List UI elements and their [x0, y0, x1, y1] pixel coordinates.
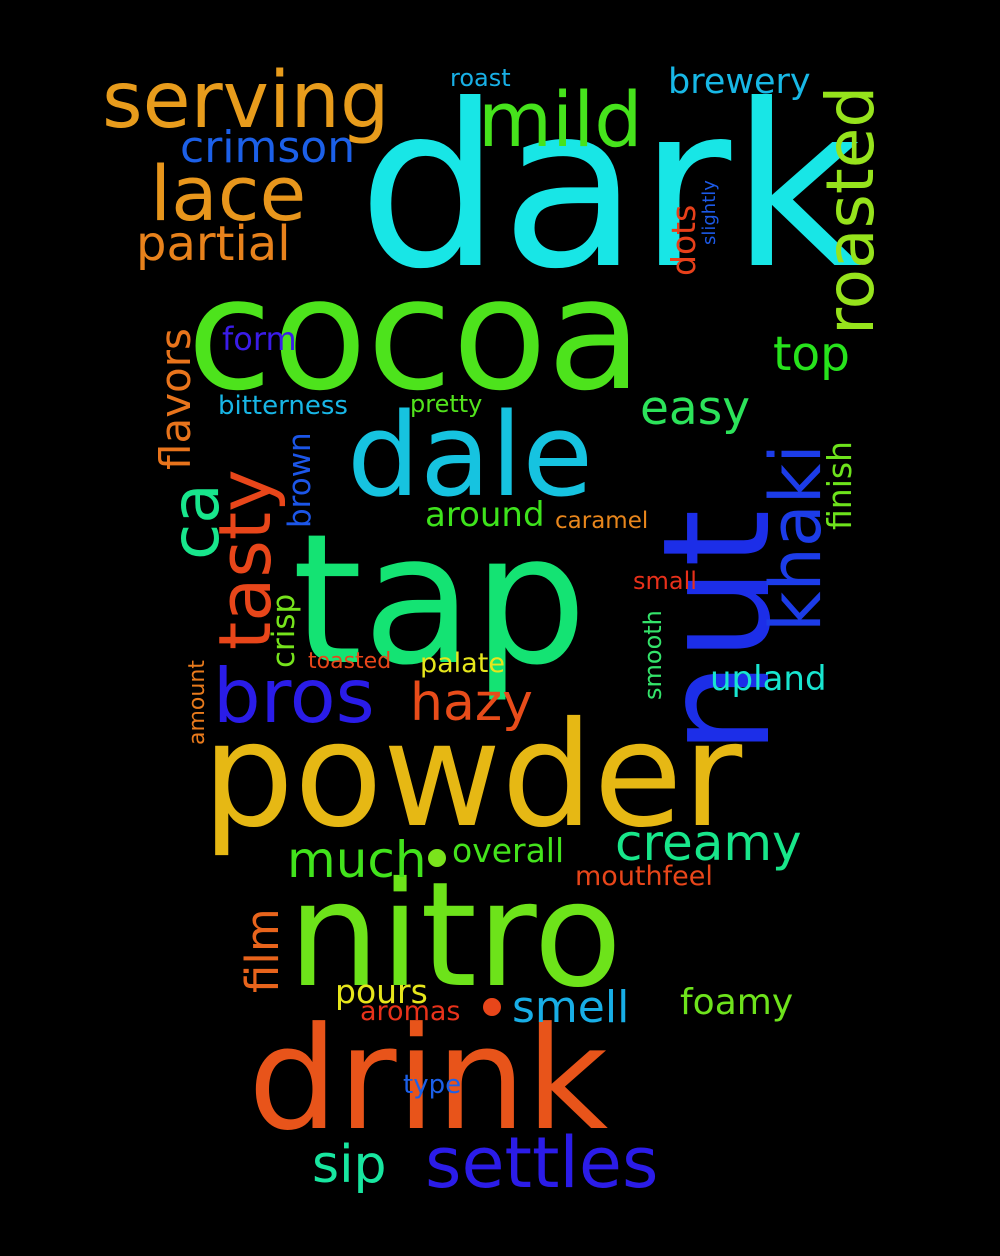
word-around: around: [425, 495, 545, 535]
word-cocoa: cocoa: [187, 244, 642, 425]
word-brewery: brewery: [668, 62, 811, 102]
word-mouthfeel: mouthfeel: [575, 861, 713, 892]
word-creamy: creamy: [615, 814, 802, 872]
word-upland: upland: [710, 659, 827, 699]
word-slightly: slightly: [699, 180, 720, 245]
word-khaki: khaki: [755, 444, 837, 632]
word-type: type: [403, 1070, 461, 1100]
word-dale: dale: [347, 389, 593, 523]
word-dots: dots: [664, 205, 703, 276]
word-flavors: flavors: [151, 328, 200, 470]
word-drink: drink: [248, 997, 608, 1162]
word-nut: nut: [631, 509, 803, 755]
word-lace: lace: [150, 149, 306, 238]
word-hazy: hazy: [410, 673, 533, 733]
word-tasty: tasty: [203, 469, 287, 650]
word-nitro: nitro: [288, 851, 622, 1020]
word-crimson: crimson: [180, 122, 355, 173]
word-bros: bros: [213, 652, 375, 740]
word-much: much: [287, 831, 427, 889]
word-amount: amount: [185, 660, 210, 745]
word-palate: palate: [420, 648, 505, 679]
word-crisp: crisp: [266, 594, 302, 668]
word-pretty: pretty: [410, 390, 482, 418]
word-roast: roast: [450, 64, 511, 92]
word-overall: overall: [452, 831, 564, 870]
word-aromas: aromas: [360, 996, 461, 1027]
word-brown: brown: [282, 432, 318, 528]
word-dot: [483, 998, 501, 1016]
word-dot: [428, 849, 446, 867]
word-toasted: toasted: [308, 649, 391, 674]
word-top: top: [773, 327, 850, 382]
word-easy: easy: [640, 381, 750, 436]
word-film: film: [236, 908, 289, 993]
word-powder: powder: [202, 691, 743, 860]
word-foamy: foamy: [680, 982, 793, 1023]
word-dark: dark: [358, 57, 862, 319]
word-smooth: smooth: [639, 610, 667, 700]
word-serving: serving: [102, 56, 389, 146]
word-settles: settles: [425, 1122, 658, 1204]
word-roasted: roasted: [812, 86, 889, 335]
word-small: small: [633, 567, 697, 595]
word-smell: smell: [512, 982, 629, 1033]
word-bitterness: bitterness: [218, 391, 348, 421]
word-form: form: [222, 320, 297, 358]
word-ca: ca: [157, 483, 234, 560]
word-tap: tap: [292, 496, 587, 705]
word-pours: pours: [335, 972, 428, 1011]
word-caramel: caramel: [555, 508, 648, 534]
word-mild: mild: [478, 75, 643, 164]
word-partial: partial: [136, 216, 291, 272]
word-finish: finish: [820, 441, 859, 530]
word-sip: sip: [312, 1135, 387, 1195]
